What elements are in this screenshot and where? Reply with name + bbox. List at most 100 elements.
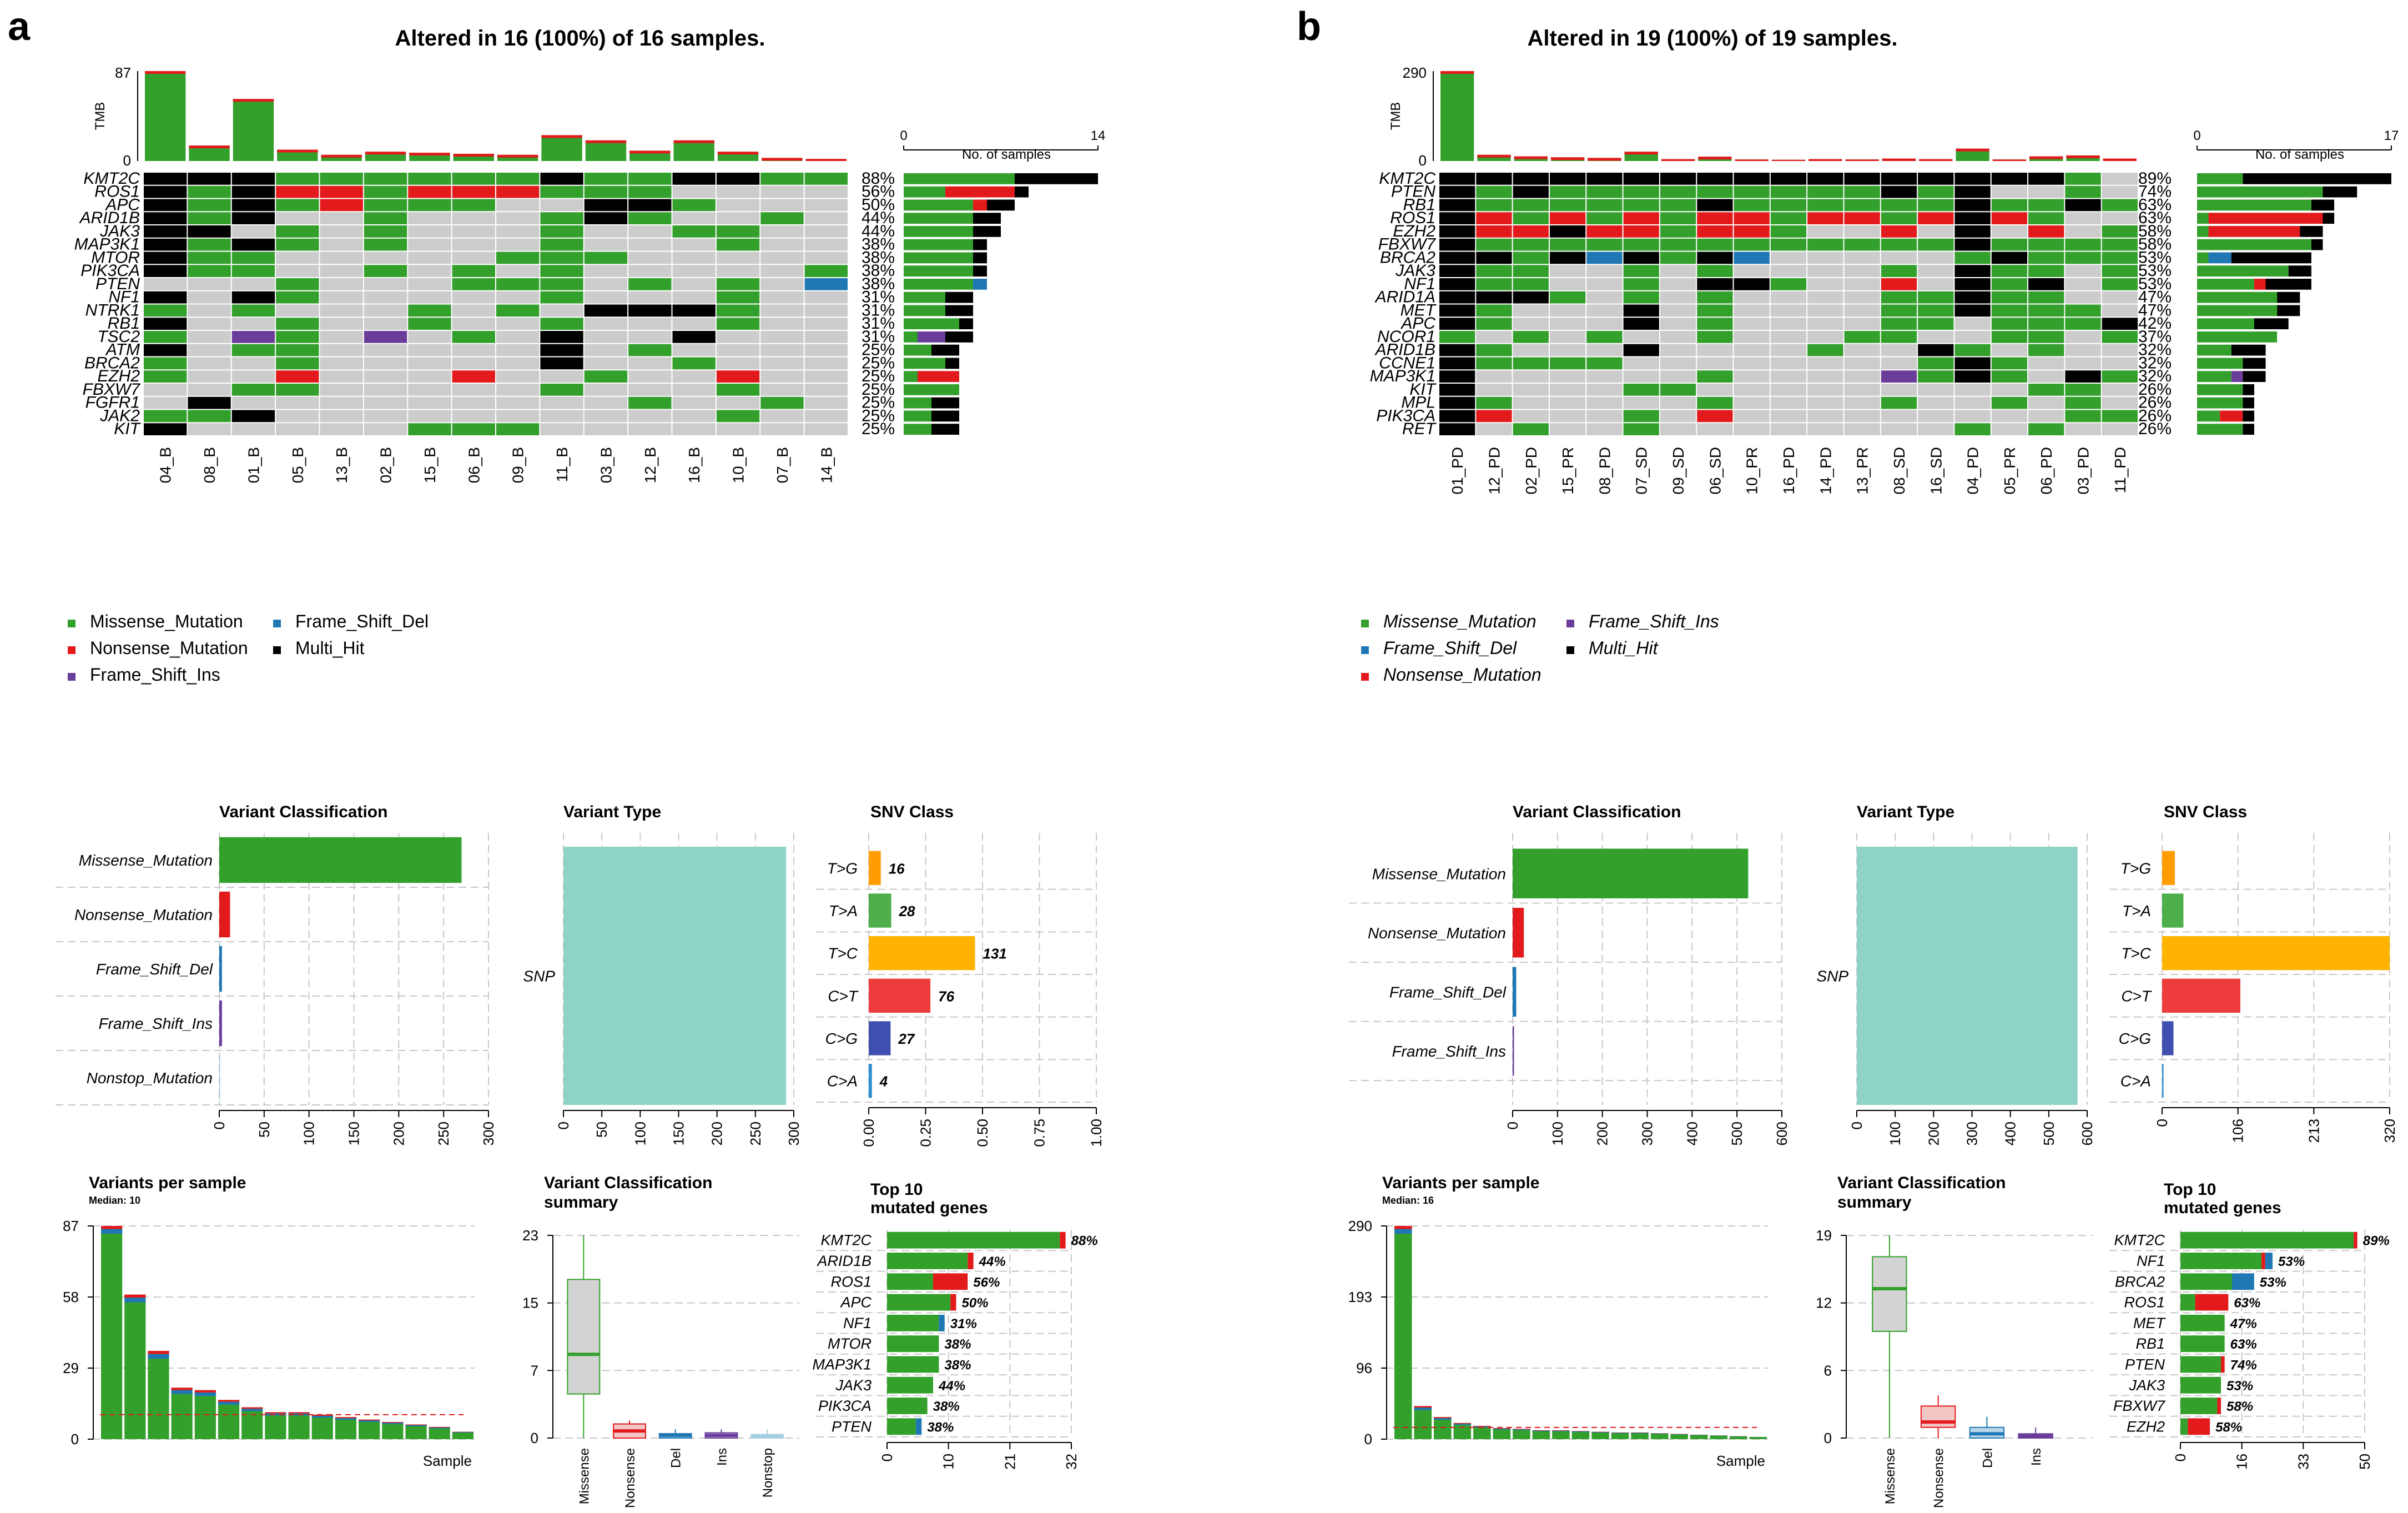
oncoplot-cell	[276, 410, 319, 423]
oncoplot-cell	[1439, 357, 1475, 370]
snv-count: 16	[889, 860, 905, 877]
oncoplot-cell	[408, 410, 451, 423]
oncoplot-cell	[1660, 370, 1696, 383]
oncoplot-cell	[1586, 423, 1623, 435]
sample-count-bar	[904, 358, 945, 369]
oncoplot-cell	[1881, 291, 1917, 304]
vc-category: Frame_Shift_Ins	[99, 1015, 213, 1032]
oncoplot-cell	[2102, 331, 2138, 343]
gene-label: EZH2	[97, 367, 140, 385]
oncoplot-cell	[1881, 212, 1917, 224]
oncoplot-cell	[496, 199, 540, 212]
snv-bar	[2162, 936, 2390, 971]
tmb-bar-cap	[1845, 159, 1879, 161]
oncoplot-cell	[540, 185, 583, 198]
oncoplot-cell	[628, 252, 672, 264]
oncoplot-cell	[1513, 291, 1549, 304]
oncoplot-cell	[672, 304, 716, 317]
vps-bar-cap	[1631, 1432, 1649, 1433]
vcs-category: Missense	[1883, 1448, 1898, 1504]
sample-count-bar	[1015, 186, 1029, 198]
oncoplot-cell	[1954, 238, 1991, 251]
sample-count-bar	[904, 239, 973, 250]
oncoplot-cell	[496, 173, 540, 185]
sample-label: 11_B	[553, 447, 571, 482]
oncoplot-cell	[1623, 199, 1659, 212]
top10-pct: 63%	[2234, 1296, 2260, 1311]
oncoplot-cell	[2028, 304, 2064, 317]
oncoplot-cell	[1734, 225, 1770, 238]
oncoplot-cell	[320, 331, 363, 343]
sample-label: 10_B	[730, 447, 747, 483]
top10-pct: 44%	[938, 1379, 965, 1394]
oncoplot-cell	[1513, 173, 1549, 185]
oncoplot-cell	[1586, 225, 1623, 238]
sample-count-bar	[2243, 371, 2266, 382]
top10-tick: 10	[940, 1454, 957, 1470]
gene-label: PTEN	[1391, 183, 1435, 201]
oncoplot-cell	[2102, 304, 2138, 317]
oncoplot-cell	[1770, 410, 1807, 423]
oncoplot-cell	[1734, 423, 1770, 435]
oncoplot-cell	[760, 212, 804, 224]
sample-count-bar	[973, 252, 987, 264]
oncoplot-cell	[628, 344, 672, 356]
tmb-bar	[233, 99, 274, 161]
oncoplot-cell	[2028, 225, 2064, 238]
oncoplot-cell	[584, 238, 628, 251]
oncoplot-cell	[1476, 173, 1512, 185]
sample-label: 09_B	[510, 447, 527, 483]
top10-bar	[2180, 1376, 2221, 1394]
sample-label: 14_PD	[1817, 447, 1834, 495]
oncoplot-cell	[231, 225, 275, 238]
oncoplot-cell	[1807, 396, 1843, 409]
sample-count-bar	[904, 291, 945, 303]
oncoplot-cell	[540, 331, 583, 343]
oncoplot-cell	[672, 238, 716, 251]
oncoplot-cell	[1439, 410, 1475, 423]
sample-count-bar	[2243, 358, 2266, 369]
oncoplot-cell	[1660, 291, 1696, 304]
oncoplot-cell	[1954, 410, 1991, 423]
snv-tick: 320	[2381, 1119, 2398, 1143]
oncoplot-cell	[716, 304, 760, 317]
vc-category: Missense_Mutation	[1372, 865, 1506, 882]
top10-bar	[2265, 1253, 2273, 1269]
oncoplot-cell	[1513, 357, 1549, 370]
oncoplot-cell	[1513, 225, 1549, 238]
gene-pct: 25%	[862, 406, 895, 425]
snv-bar	[869, 893, 891, 928]
snv-tick: 1.00	[1088, 1119, 1105, 1147]
snp-bar	[1857, 847, 2078, 1105]
oncoplot-cell	[496, 370, 540, 383]
oncoplot-cell	[1881, 304, 1917, 317]
oncoplot-cell	[188, 423, 231, 435]
vps-median-label: Median: 10	[89, 1195, 140, 1206]
vps-bar-cap	[1552, 1430, 1570, 1431]
oncoplot-cell	[1844, 304, 1880, 317]
oncoplot-cell	[364, 410, 407, 423]
oncoplot-cell	[1807, 173, 1843, 185]
oncoplot-cell	[1991, 252, 2028, 264]
oncoplot-cell	[1770, 331, 1807, 343]
oncoplot-cell	[2065, 291, 2101, 304]
oncoplot-cell	[2028, 344, 2064, 356]
tmb-bar	[1440, 71, 1474, 161]
sample-label: 03_B	[597, 447, 614, 483]
oncoplot-cell	[2065, 344, 2101, 356]
vps-bar-cap	[124, 1298, 146, 1303]
snv-tick: 106	[2230, 1119, 2246, 1143]
box	[1920, 1405, 1956, 1428]
oncoplot-cell	[540, 396, 583, 409]
oncoplot-cell	[716, 344, 760, 356]
vc-tick: 400	[1684, 1122, 1700, 1145]
gene-pct: 25%	[862, 354, 895, 372]
oncoplot-cell	[2102, 291, 2138, 304]
vcs-ytick: 0	[531, 1430, 538, 1446]
oncoplot-cell	[628, 384, 672, 396]
oncoplot-cell	[1991, 410, 2028, 423]
oncoplot-cell	[716, 318, 760, 330]
oncoplot-cell	[1660, 252, 1696, 264]
oncoplot-cell	[1991, 396, 2028, 409]
